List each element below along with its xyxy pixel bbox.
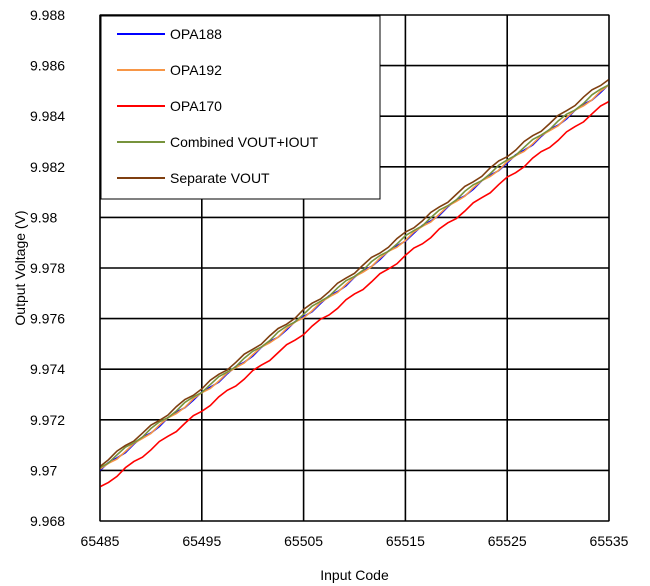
series-line-opa170: [99, 100, 610, 488]
x-tick-label: 65515: [386, 533, 425, 549]
y-tick-label: 9.982: [30, 159, 65, 175]
y-tick-label: 9.978: [30, 260, 65, 276]
legend-label: Separate VOUT: [170, 170, 270, 186]
legend-box: [100, 15, 381, 200]
x-tick-label: 65505: [284, 533, 323, 549]
y-tick-label: 9.972: [30, 412, 65, 428]
y-tick-label: 9.968: [30, 513, 65, 529]
legend: OPA188 OPA192 OPA170 Combined VOUT+IOUT Sepa…: [100, 15, 381, 200]
series-line-separate-vout: [99, 78, 610, 468]
x-tick-label: 65535: [590, 533, 629, 549]
y-tick-label: 9.98: [30, 209, 57, 225]
y-tick-label: 9.988: [30, 7, 65, 23]
y-tick-label: 9.97: [30, 462, 57, 478]
y-tick-label: 9.976: [30, 311, 65, 327]
legend-label: OPA170: [170, 98, 222, 114]
y-tick-label: 9.984: [30, 108, 65, 124]
y-axis-label: Output Voltage (V): [12, 210, 28, 325]
legend-label: OPA188: [170, 26, 222, 42]
y-tick-label: 9.974: [30, 361, 65, 377]
series-line-combined-vout-iout: [99, 84, 610, 469]
x-tick-label: 65485: [81, 533, 120, 549]
x-tick-label: 65525: [488, 533, 527, 549]
tick-labels: 65485 65495 65505 65515 65525 65535 9.968 9.97 9…: [30, 7, 629, 549]
legend-label: Combined VOUT+IOUT: [170, 134, 319, 150]
x-tick-label: 65495: [182, 533, 221, 549]
series-lines: [99, 78, 610, 488]
legend-label: OPA192: [170, 62, 222, 78]
plot-frame: [99, 14, 610, 522]
y-tick-label: 9.986: [30, 58, 65, 74]
x-axis-label: Input Code: [320, 567, 389, 583]
